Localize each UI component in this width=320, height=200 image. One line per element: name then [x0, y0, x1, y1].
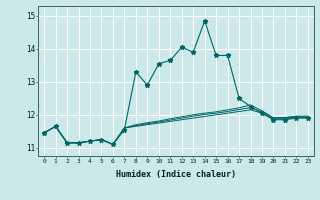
- X-axis label: Humidex (Indice chaleur): Humidex (Indice chaleur): [116, 170, 236, 179]
